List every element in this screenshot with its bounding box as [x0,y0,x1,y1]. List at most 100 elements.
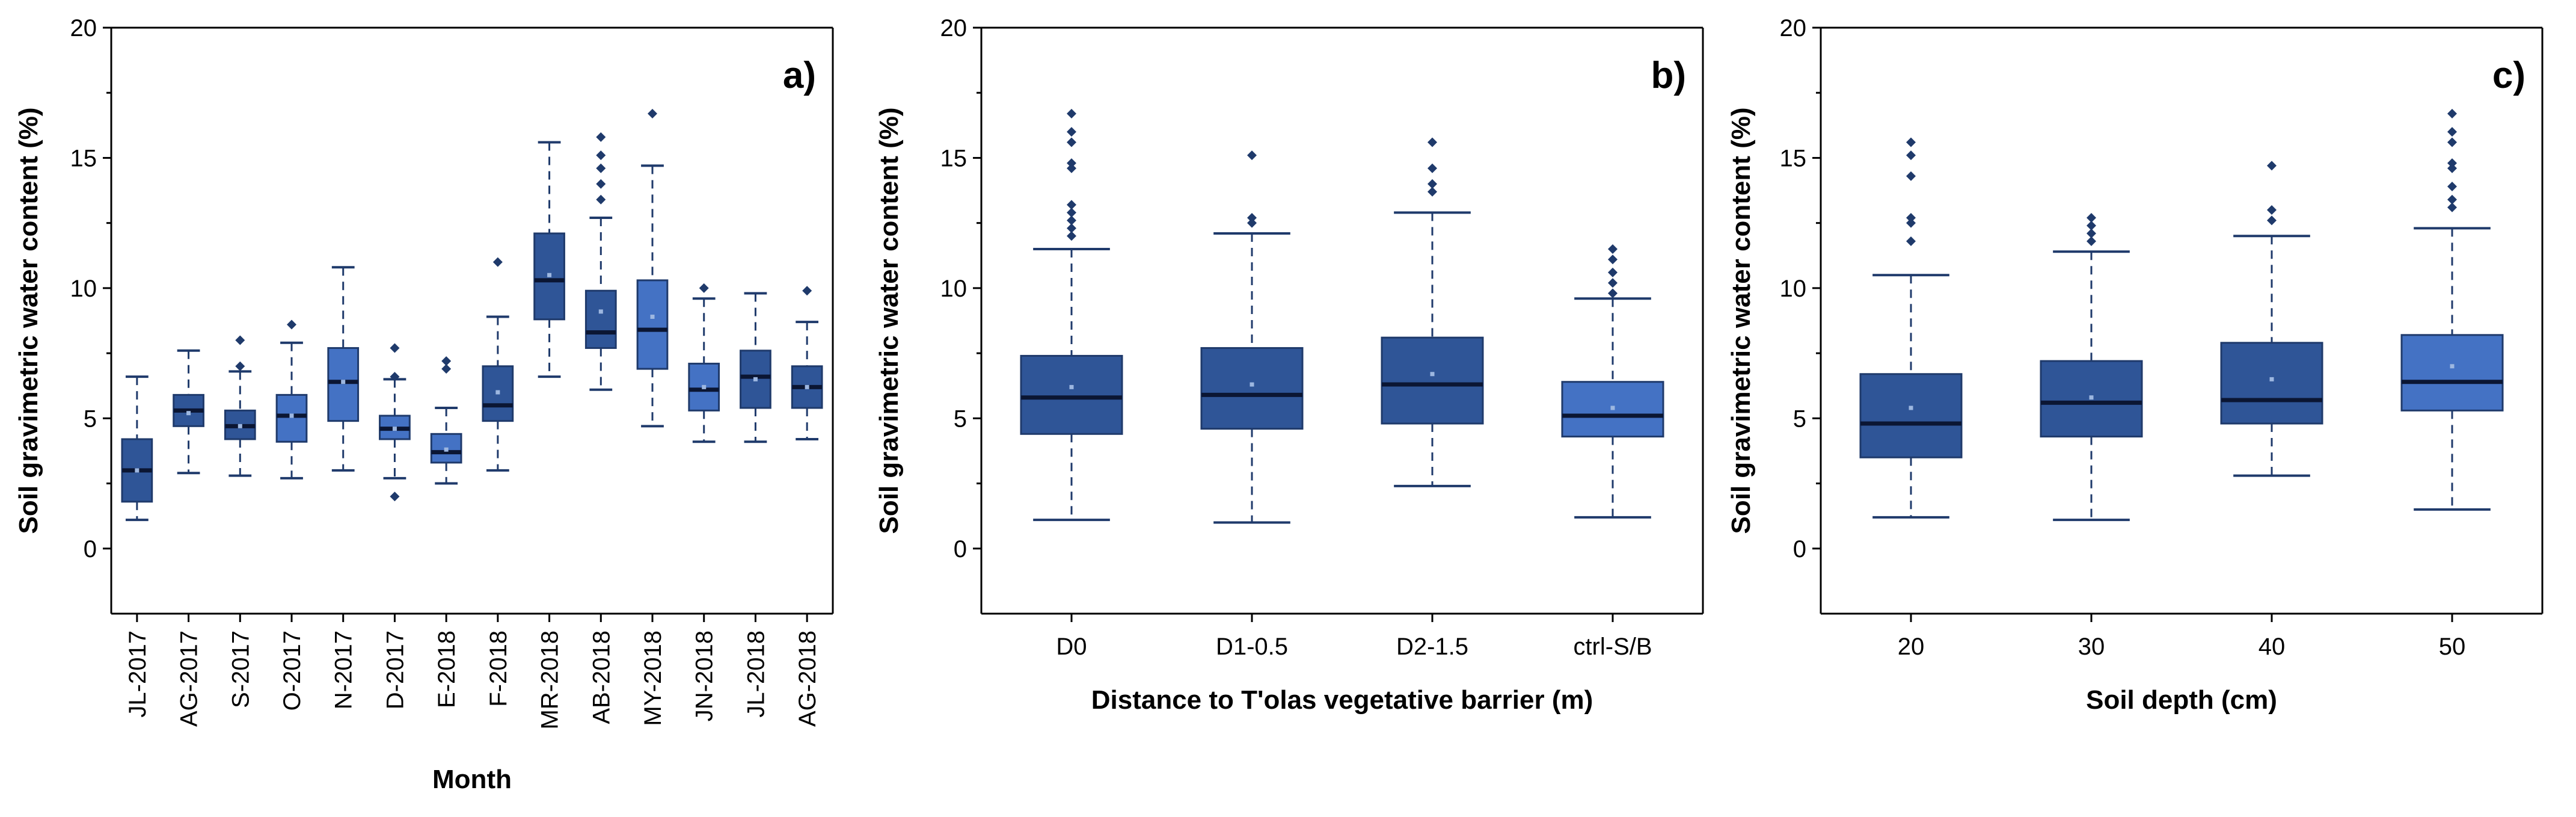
x-tick-label: N-2017 [331,630,357,709]
x-tick-label: JN-2018 [692,630,718,721]
outlier-point [1247,213,1257,223]
box-AG-2017 [173,349,204,475]
y-axis-title: Soil gravimetric water content (%) [1726,107,1756,534]
box-E-2018 [430,356,462,485]
box-body [636,279,669,370]
x-tick-label: AG-2018 [794,630,821,727]
x-tick-label: JL-2018 [743,630,769,718]
box-30 [2040,213,2143,522]
y-tick-label: 20 [70,15,97,42]
box-body [327,347,360,422]
panel-label: b) [1651,55,1686,96]
outlier-point [1067,208,1076,218]
mean-marker [598,309,603,314]
outlier-point [1067,127,1076,137]
outlier-point [2087,228,2096,238]
box-F-2018 [482,257,514,472]
mean-marker [753,377,758,381]
x-tick-label: 40 [2259,634,2286,660]
outlier-point [1067,108,1076,119]
box-20 [1859,137,1963,519]
outlier-point [235,361,245,371]
x-tick-label: AG-2017 [176,630,203,727]
mean-marker [702,384,707,389]
outlier-point [1906,137,1916,147]
outlier-point [1906,171,1916,181]
outlier-point [1247,150,1257,161]
box-body [584,289,617,349]
box-40 [2220,161,2323,477]
outlier-point [441,364,452,374]
x-axis-title: Distance to T'olas vegetative barrier (m… [1091,685,1593,715]
x-tick-label: D1-0.5 [1216,634,1288,660]
box-body [1859,373,1963,458]
box-D2-1.5 [1381,137,1484,487]
outlier-point [1428,137,1437,147]
outlier-point [1608,244,1618,254]
outlier-point [648,108,657,119]
outlier-point [596,132,606,142]
x-axis-title: Month [432,765,512,794]
mean-marker [135,468,140,473]
outlier-point [802,286,812,296]
outlier-point [2087,220,2096,230]
box-O-2017 [275,319,308,479]
mean-marker [547,273,552,277]
box-body [1381,336,1484,425]
x-tick-label: S-2017 [227,630,254,708]
mean-marker [392,427,397,431]
panel-label: c) [2492,55,2525,96]
y-tick-label: 15 [70,145,97,171]
outlier-point [2447,194,2457,205]
y-axis-title: Soil gravimetric water content (%) [14,107,43,534]
outlier-point [2087,236,2096,246]
outlier-point [1067,231,1076,241]
outlier-point [1906,150,1916,161]
y-tick-label: 5 [84,405,97,432]
box-N-2017 [327,266,360,472]
outlier-point [390,492,400,502]
outlier-point [441,356,452,366]
y-tick-label: 10 [1780,276,1807,302]
y-tick-label: 10 [70,276,97,302]
box-AB-2018 [584,132,617,391]
x-axis-title: Soil depth (cm) [2086,685,2277,715]
mean-marker [1250,382,1254,387]
box-MR-2018 [533,141,565,378]
outlier-point [2447,158,2457,168]
x-tick-label: 50 [2439,634,2466,660]
box-body [275,393,308,443]
outlier-point [596,150,606,161]
mean-marker [2450,364,2455,369]
outlier-point [2447,137,2457,147]
mean-marker [1909,405,1913,410]
outlier-point [2447,108,2457,119]
mean-marker [341,380,346,384]
mean-marker [1430,372,1435,377]
x-tick-label: JL-2017 [124,630,151,718]
mean-marker [2269,377,2274,381]
x-tick-label: 20 [1898,634,1925,660]
x-tick-label: MY-2018 [640,630,666,726]
outlier-point [492,257,503,267]
box-body [2220,342,2323,425]
mean-marker [650,315,655,319]
box-S-2017 [224,335,256,477]
outlier-point [1247,218,1257,228]
outlier-point [596,163,606,173]
x-tick-label: F-2018 [485,630,512,707]
outlier-point [235,335,245,345]
box-JL-2018 [740,292,771,443]
y-tick-label: 20 [940,15,968,42]
x-tick-label: AB-2018 [588,630,615,724]
box-body [1200,347,1304,430]
outlier-point [2447,127,2457,137]
y-tick-label: 10 [940,276,968,302]
chart-panel-c: 0 5 10 15 20 20 30 40 50 Soil depth (cm) Soil grav… [1726,15,2544,715]
x-tick-label: 30 [2078,634,2105,660]
box-MY-2018 [636,108,669,428]
outlier-point [1608,288,1618,298]
mean-marker [1069,384,1074,389]
box-AG-2018 [791,286,823,440]
